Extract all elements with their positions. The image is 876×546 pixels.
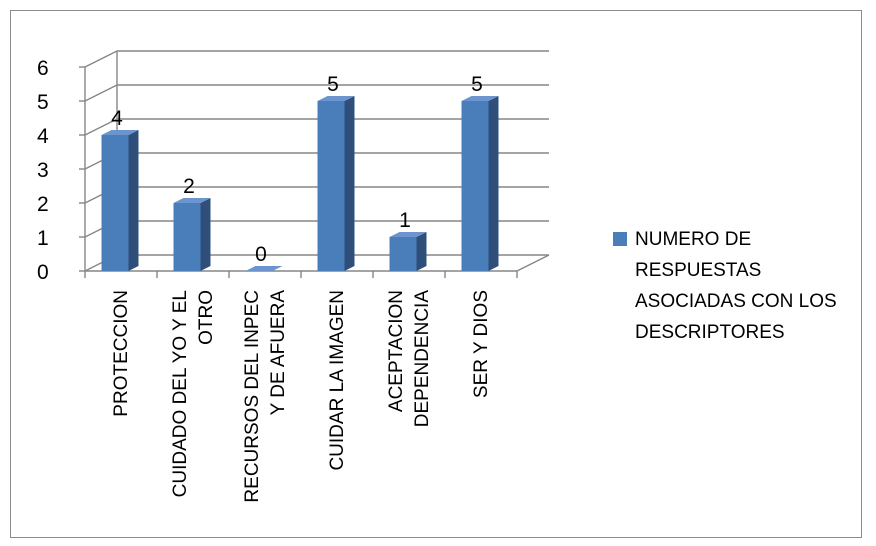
y-tick-label: 4 [37,125,49,148]
category-label: OTRO [196,290,217,345]
bar-top [389,232,427,237]
data-label: 4 [111,107,123,130]
bar-side [488,96,499,271]
legend-swatch [613,232,627,246]
bar-top [317,96,355,101]
y-tick-label: 3 [37,159,49,182]
category-label: DEPENDENCIA [412,290,433,428]
data-label: 5 [327,73,339,96]
data-label: 0 [255,243,267,266]
y-tick-label: 6 [37,57,49,80]
gridline-side [84,118,118,136]
y-tick-label: 0 [37,261,49,284]
bar [461,101,489,271]
bar-side [128,130,139,271]
category-label: SER Y DIOS [471,290,492,398]
bar-side [344,96,355,271]
legend-label: NUMERO DE RESPUESTAS ASOCIADAS CON LOS D… [635,229,837,343]
gridline-side [84,50,118,68]
y-tick-label: 5 [37,91,49,114]
bar [101,135,129,271]
gridline-side [84,84,118,102]
category-label: PROTECCION [111,290,132,417]
category-label: RECURSOS DEL INPEC [242,290,263,503]
bar-top [101,130,139,135]
bar-top [173,198,211,203]
y-tick-label: 2 [37,193,49,216]
bar [173,203,201,271]
floor-edge-right [516,254,550,272]
bar-top [245,266,283,271]
category-label: ACEPTACION [386,290,407,412]
category-label: CUIDADO DEL YO Y EL [170,290,191,497]
chart-frame [10,10,862,538]
category-label: Y DE AFUERA [268,290,289,416]
bar [317,101,345,271]
legend: NUMERO DE RESPUESTAS ASOCIADAS CON LOS D… [613,224,863,348]
y-tick-label: 1 [37,227,49,250]
bar-side [416,232,427,271]
bar [389,237,417,271]
data-label: 2 [183,175,195,198]
data-label: 5 [471,73,483,96]
data-label: 1 [399,209,411,232]
bar-side [200,198,211,271]
bar-top [461,96,499,101]
category-label: CUIDAR LA IMAGEN [327,290,348,471]
